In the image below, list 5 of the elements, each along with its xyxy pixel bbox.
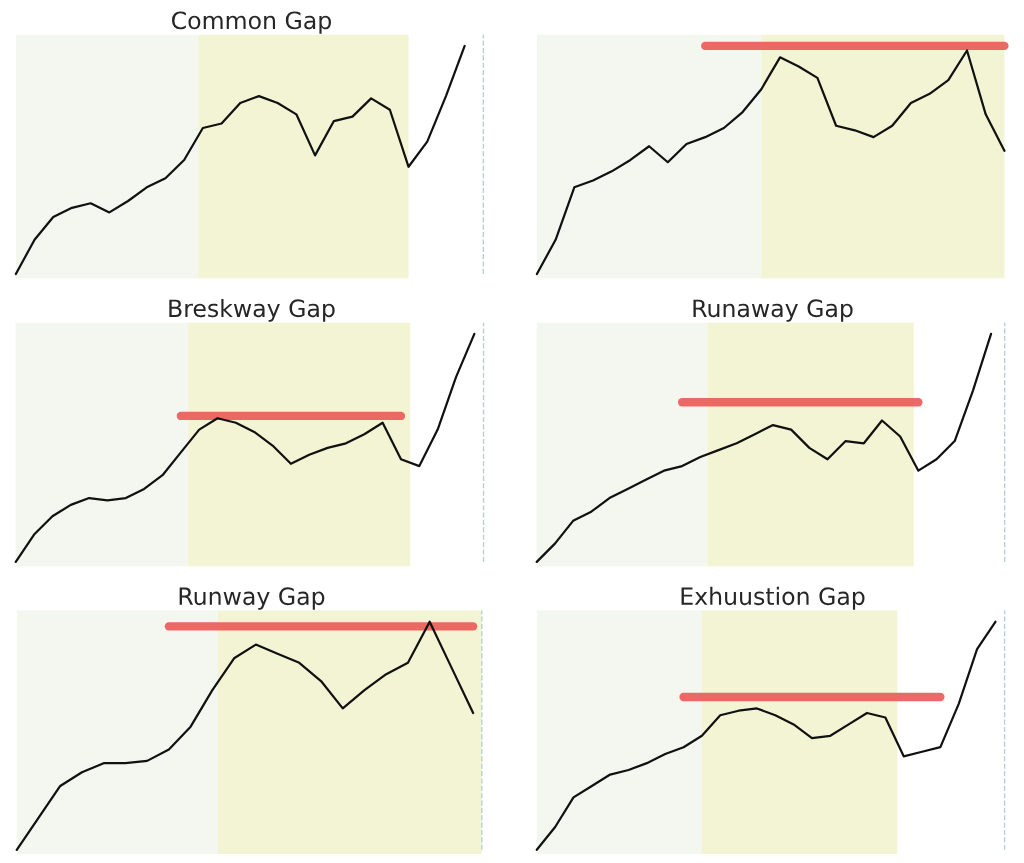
chart-title: Runaway Gap	[693, 299, 853, 322]
chart-title: Runway Gap	[179, 587, 325, 610]
chart-title: Common Gap	[172, 11, 331, 34]
chart-title: Exhuustion Gap	[681, 586, 865, 610]
chart-title: Breskway Gap	[169, 298, 335, 322]
